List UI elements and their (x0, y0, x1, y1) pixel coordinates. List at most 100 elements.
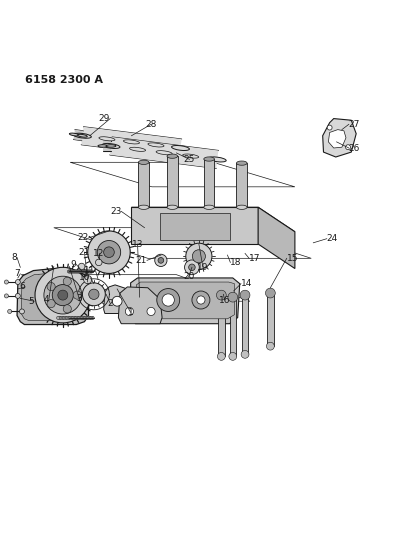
Circle shape (88, 289, 99, 300)
Polygon shape (322, 118, 355, 157)
Circle shape (89, 316, 92, 319)
Circle shape (47, 282, 55, 290)
Text: 18: 18 (230, 258, 241, 267)
Circle shape (86, 316, 90, 319)
Circle shape (78, 270, 81, 273)
Circle shape (162, 294, 174, 306)
Polygon shape (258, 207, 294, 269)
Circle shape (89, 270, 92, 273)
Circle shape (16, 294, 20, 298)
Circle shape (85, 270, 88, 273)
Polygon shape (241, 295, 248, 354)
Text: 14: 14 (240, 279, 252, 288)
Ellipse shape (69, 133, 79, 136)
Circle shape (326, 125, 331, 130)
Ellipse shape (102, 143, 120, 149)
Circle shape (74, 316, 78, 319)
Circle shape (71, 270, 74, 273)
Circle shape (112, 296, 122, 306)
Circle shape (63, 316, 65, 319)
Polygon shape (236, 163, 247, 207)
Circle shape (77, 270, 80, 273)
Text: 4: 4 (43, 295, 49, 304)
Circle shape (73, 270, 76, 273)
Ellipse shape (203, 157, 214, 161)
Circle shape (35, 268, 90, 323)
Text: 10: 10 (79, 273, 90, 282)
Polygon shape (130, 278, 239, 324)
Ellipse shape (98, 145, 108, 147)
Circle shape (228, 352, 236, 360)
Ellipse shape (166, 205, 177, 209)
Circle shape (83, 276, 92, 284)
Circle shape (65, 316, 69, 319)
Text: 6158 2300 A: 6158 2300 A (25, 75, 103, 85)
Circle shape (266, 342, 274, 350)
Circle shape (91, 316, 94, 319)
Polygon shape (131, 207, 258, 244)
Circle shape (56, 316, 60, 319)
Text: 3: 3 (76, 294, 82, 303)
Polygon shape (81, 127, 181, 157)
Circle shape (80, 270, 83, 273)
Ellipse shape (208, 157, 226, 162)
Circle shape (154, 254, 166, 266)
Circle shape (82, 270, 85, 273)
Text: 21: 21 (79, 248, 90, 257)
Circle shape (79, 316, 82, 319)
Polygon shape (110, 137, 218, 168)
Circle shape (188, 264, 195, 271)
Text: 26: 26 (348, 143, 360, 152)
Circle shape (63, 305, 71, 313)
Text: 9: 9 (70, 260, 76, 269)
Circle shape (82, 283, 105, 306)
Circle shape (88, 231, 130, 273)
Text: 5: 5 (28, 297, 34, 306)
Text: 8: 8 (11, 253, 17, 262)
Circle shape (63, 277, 71, 286)
Circle shape (146, 308, 155, 316)
Circle shape (227, 292, 237, 302)
Text: 2: 2 (107, 299, 113, 308)
Text: 22: 22 (77, 233, 88, 243)
Polygon shape (103, 141, 111, 151)
Polygon shape (229, 297, 236, 357)
Circle shape (52, 285, 73, 305)
Circle shape (44, 276, 81, 314)
Circle shape (75, 270, 78, 273)
Text: 29: 29 (99, 114, 110, 123)
Text: 19: 19 (197, 263, 208, 272)
Circle shape (265, 288, 274, 298)
Circle shape (240, 290, 249, 300)
Circle shape (68, 316, 72, 319)
Circle shape (47, 300, 55, 308)
Ellipse shape (236, 205, 247, 209)
Circle shape (58, 316, 61, 319)
Text: 23: 23 (110, 207, 121, 216)
Text: 28: 28 (145, 120, 156, 129)
Text: 16: 16 (218, 295, 230, 304)
Circle shape (70, 270, 73, 273)
Circle shape (71, 316, 74, 319)
Polygon shape (138, 163, 148, 207)
Text: 11: 11 (84, 266, 95, 275)
Circle shape (90, 270, 93, 273)
Text: 15: 15 (286, 254, 297, 263)
Text: 24: 24 (326, 234, 337, 243)
Polygon shape (218, 295, 224, 357)
Circle shape (58, 290, 67, 300)
Polygon shape (103, 285, 129, 313)
Polygon shape (203, 159, 214, 207)
Circle shape (76, 316, 79, 319)
Text: 1: 1 (128, 308, 133, 317)
Circle shape (67, 270, 70, 273)
Circle shape (64, 316, 67, 319)
Text: 13: 13 (132, 239, 143, 248)
Ellipse shape (73, 133, 91, 138)
Circle shape (81, 270, 84, 273)
Circle shape (78, 263, 85, 270)
Circle shape (191, 291, 209, 309)
Text: 21: 21 (135, 256, 146, 265)
Circle shape (87, 270, 90, 273)
Circle shape (20, 309, 24, 314)
